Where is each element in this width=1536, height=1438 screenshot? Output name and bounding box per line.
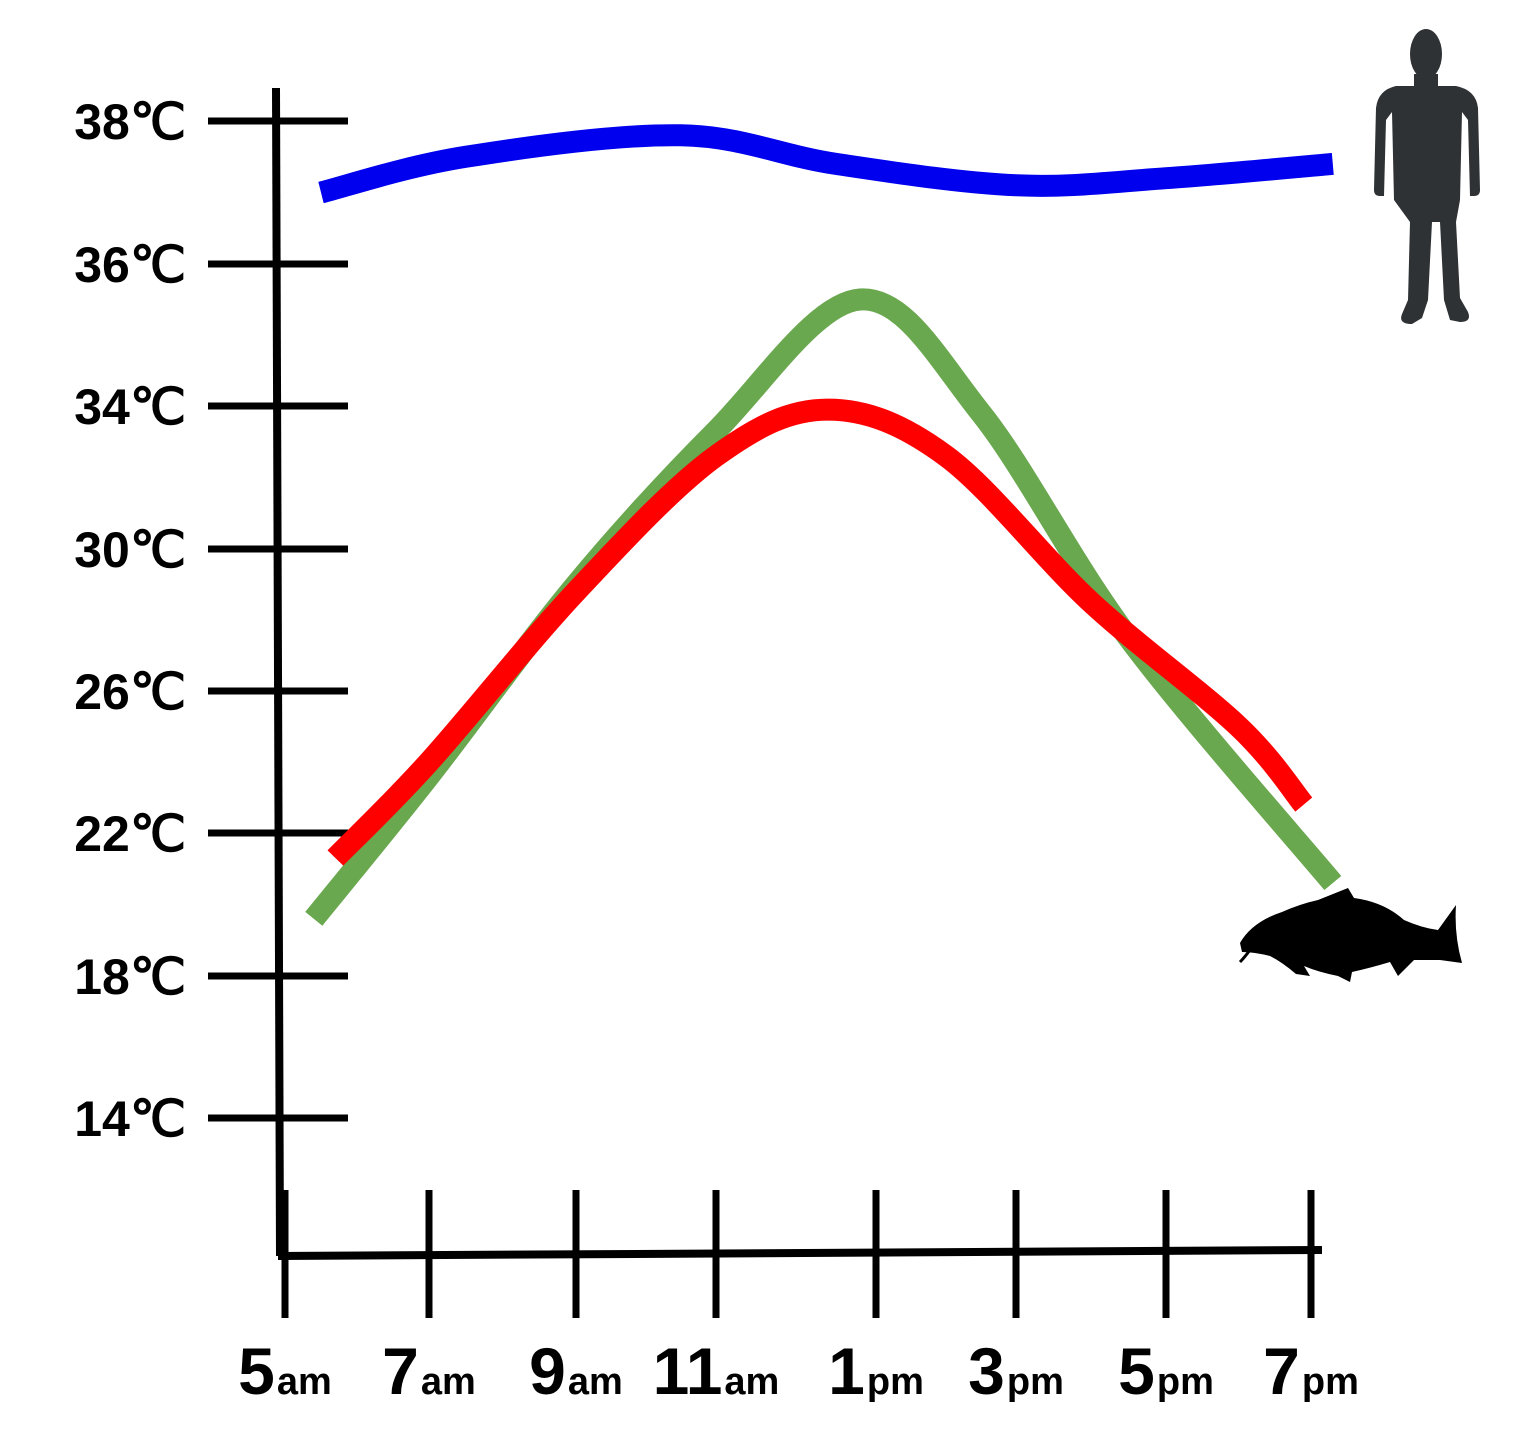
x-tick-number: 5: [1118, 1334, 1155, 1408]
x-tick-suffix: pm: [1157, 1361, 1214, 1403]
x-tick-suffix: am: [421, 1361, 476, 1403]
x-axis-ticks: 5am 7am 9am 11am 1pm 3pm 5pm 7pm: [238, 1190, 1359, 1408]
person-silhouette-icon: [1374, 29, 1480, 324]
x-tick-suffix: pm: [867, 1361, 924, 1403]
x-tick-label: 7am: [382, 1334, 476, 1408]
x-tick-number: 3: [968, 1334, 1005, 1408]
x-tick-label: 11am: [653, 1334, 780, 1408]
fish-silhouette-icon: [1238, 888, 1462, 982]
x-tick-suffix: am: [724, 1361, 779, 1403]
x-tick-number: 5: [238, 1334, 275, 1408]
y-tick-label: 26℃: [74, 664, 186, 720]
x-tick-label: 5pm: [1118, 1334, 1214, 1408]
x-tick-suffix: am: [568, 1361, 623, 1403]
x-tick-number: 7: [1263, 1334, 1300, 1408]
x-tick-label: 1pm: [828, 1334, 924, 1408]
x-tick-label: 7pm: [1263, 1334, 1359, 1408]
series-line-blue: [318, 124, 1334, 204]
y-tick-label: 18℃: [74, 949, 186, 1005]
y-tick-label: 22℃: [74, 806, 186, 862]
x-tick-suffix: pm: [1302, 1361, 1359, 1403]
x-tick-number: 1: [828, 1334, 865, 1408]
x-tick-number: 11: [653, 1334, 723, 1408]
chart-axes: [272, 87, 1323, 1260]
y-tick-label: 14℃: [74, 1091, 186, 1147]
series-line-red: [327, 398, 1313, 866]
y-tick-label: 30℃: [74, 522, 186, 578]
series-line-green: [305, 288, 1342, 926]
x-tick-label: 9am: [529, 1334, 623, 1408]
y-tick-label: 36℃: [74, 237, 186, 293]
x-tick-number: 9: [529, 1334, 566, 1408]
x-tick-label: 3pm: [968, 1334, 1064, 1408]
x-tick-suffix: pm: [1007, 1361, 1064, 1403]
series-lines: [305, 124, 1342, 926]
x-axis-line: [277, 1246, 1323, 1260]
y-tick-label: 38℃: [74, 94, 186, 150]
x-tick-number: 7: [382, 1334, 419, 1408]
y-axis-ticks: 38℃ 36℃ 34℃ 30℃ 26℃ 22℃ 18℃ 14℃: [74, 94, 348, 1147]
x-tick-suffix: am: [277, 1361, 332, 1403]
y-axis-line: [272, 87, 284, 1257]
x-tick-label: 5am: [238, 1334, 332, 1408]
y-tick-label: 34℃: [74, 379, 186, 435]
